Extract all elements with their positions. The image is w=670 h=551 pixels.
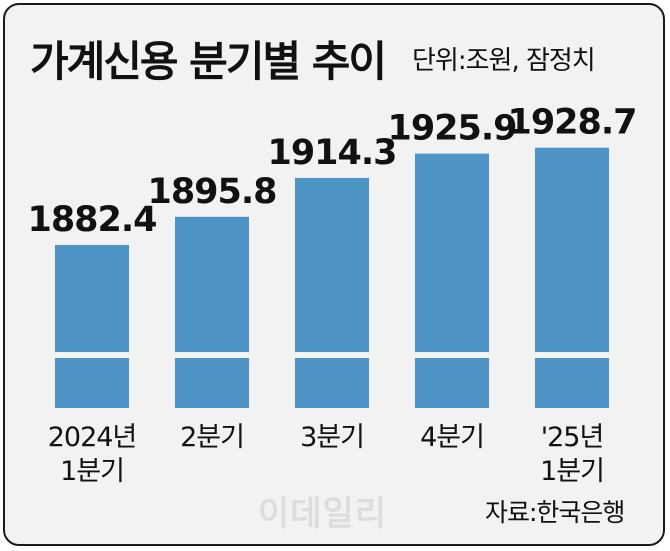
source-note: 자료:한국은행 (485, 498, 625, 527)
bar-5 (535, 147, 609, 409)
bar-1 (55, 244, 129, 408)
x-tick-label-5-line-1: '25년 (541, 422, 604, 453)
x-tick-label-1-line-1: 2024년 (48, 422, 137, 453)
axis-break-5 (534, 352, 610, 358)
x-tick-label-4: 4분기 (420, 422, 484, 453)
x-tick-label-1-line-2: 1분기 (60, 456, 124, 487)
axis-break-3 (294, 352, 370, 358)
data-label-3: 1914.3 (267, 133, 396, 173)
data-label-5: 1928.7 (507, 103, 636, 143)
x-tick-label-5-line-2: 1분기 (540, 456, 604, 487)
data-label-2: 1895.8 (147, 172, 276, 212)
axis-break-2 (174, 352, 250, 358)
bar-2 (175, 216, 249, 408)
unit-note: 단위:조원, 잠정치 (412, 46, 596, 76)
watermark: 이데일리 (258, 494, 388, 534)
data-label-4: 1925.9 (387, 109, 516, 149)
data-label-1: 1882.4 (27, 200, 156, 240)
axis-break-1 (54, 352, 130, 358)
bar-4 (415, 153, 489, 408)
bar-3 (295, 177, 369, 408)
axis-break-4 (414, 352, 490, 358)
x-tick-label-3: 3분기 (300, 422, 364, 453)
chart-title: 가계신용 분기별 추이 (30, 37, 387, 86)
x-tick-label-2: 2분기 (180, 422, 244, 453)
